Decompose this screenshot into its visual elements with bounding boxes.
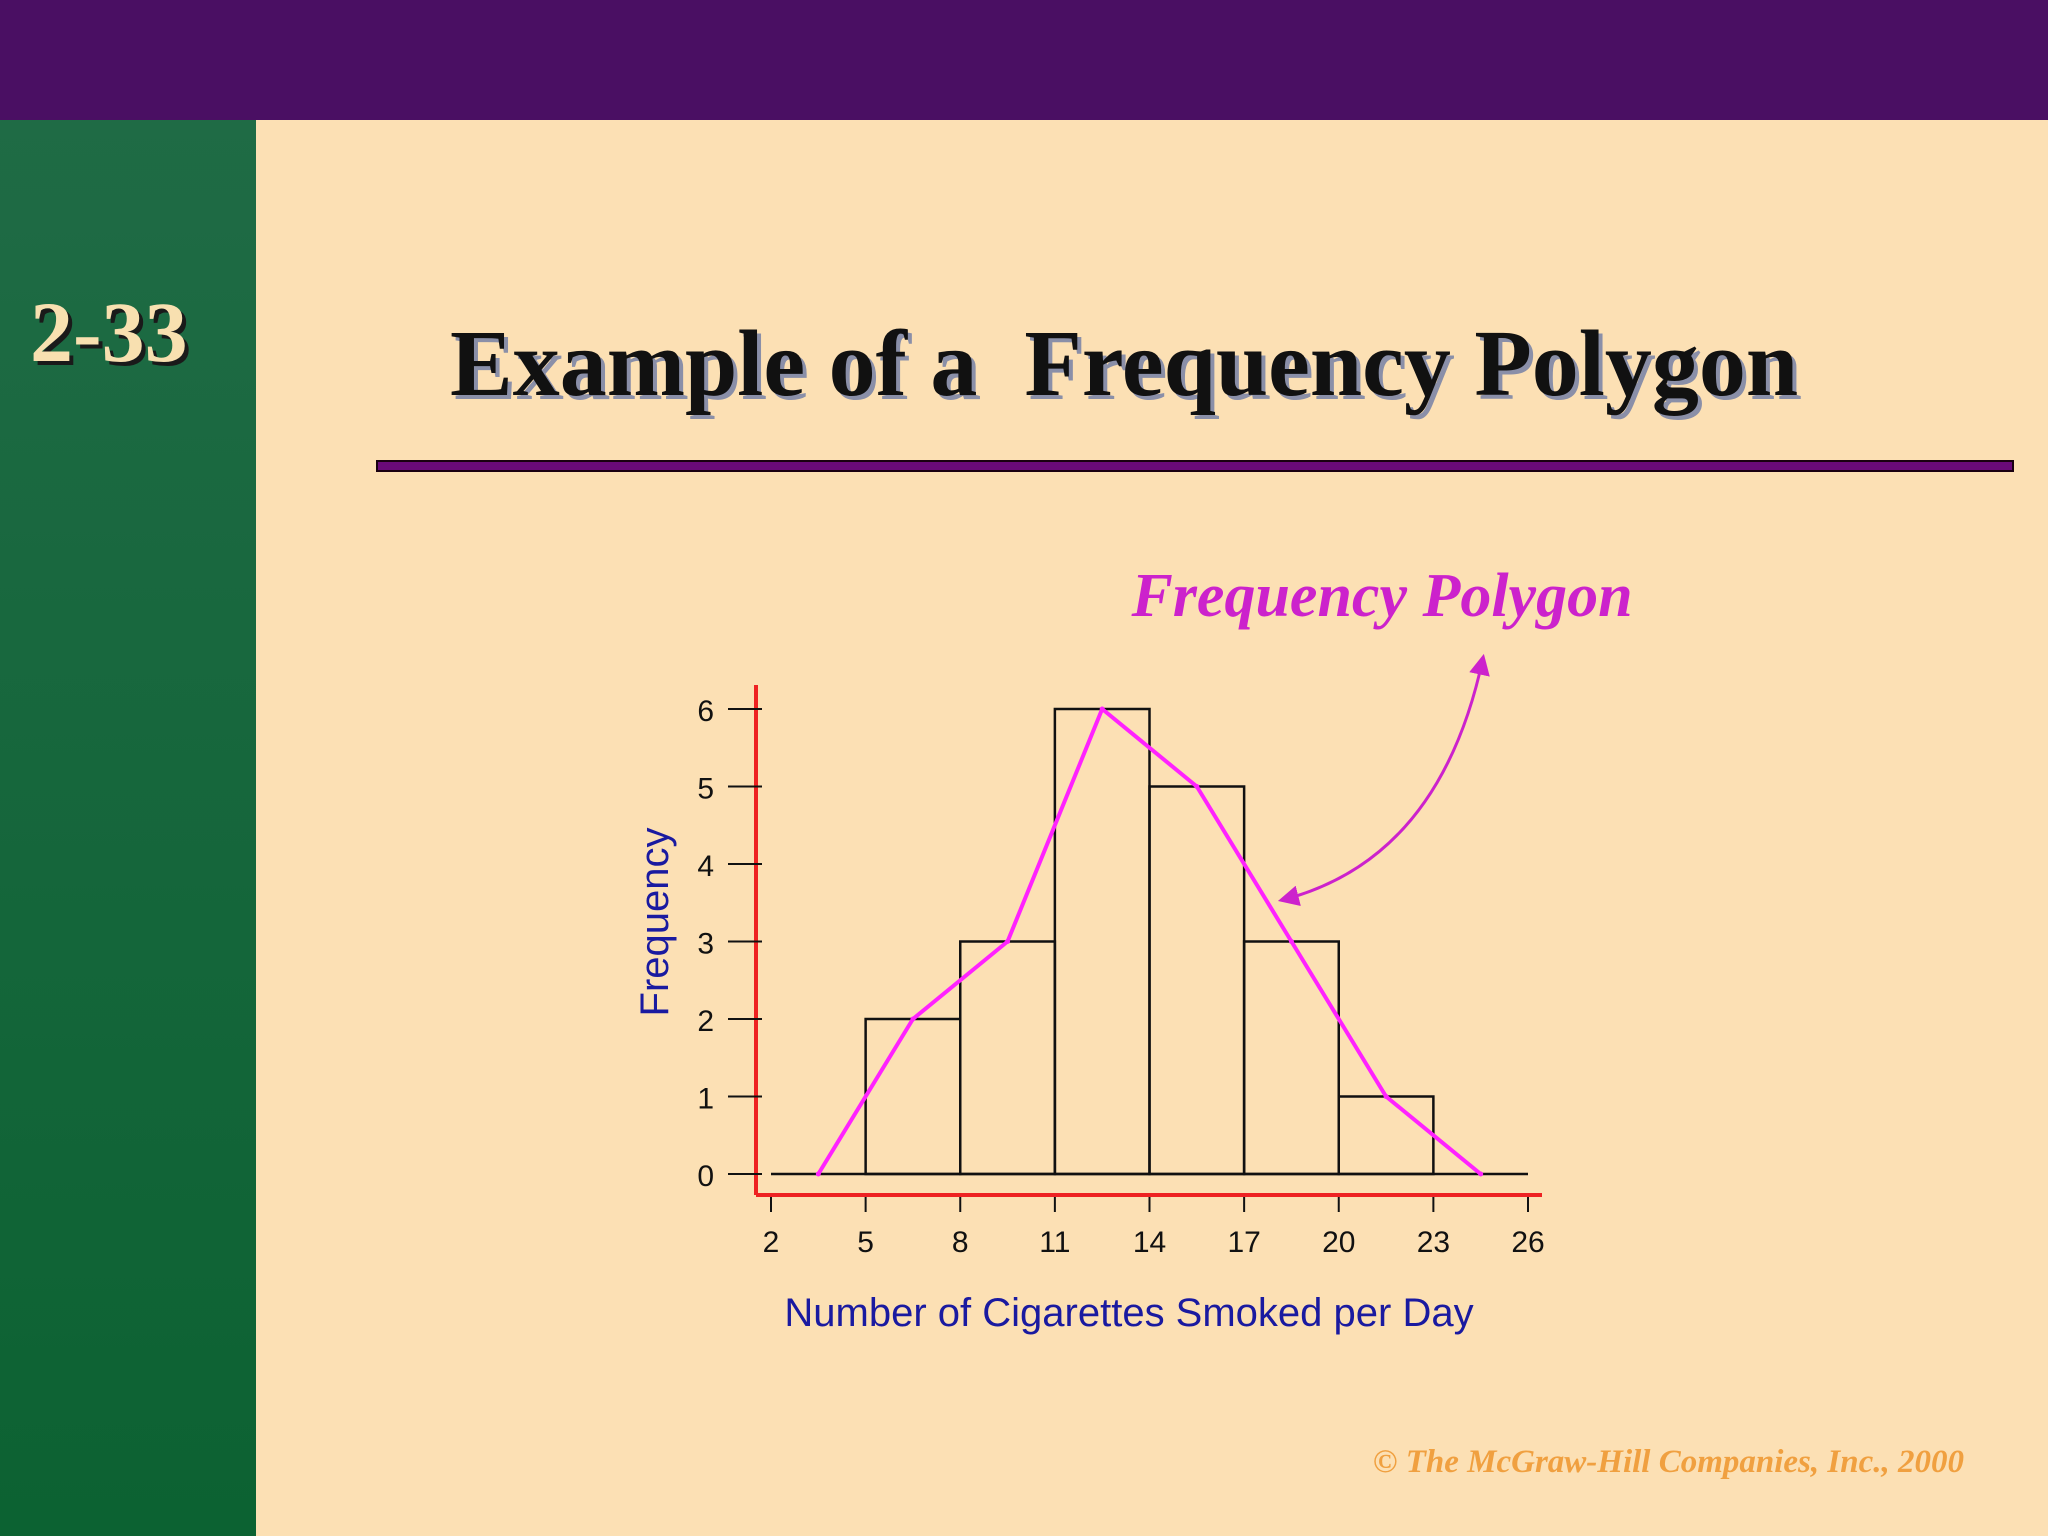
slide-number: 2-33 [30, 284, 188, 380]
title-rule [376, 460, 2014, 472]
x-tick-label-2: 2 [763, 1226, 780, 1259]
slide-title: Example of a Frequency Polygon [450, 312, 1799, 416]
x-tick-label-8: 8 [952, 1226, 969, 1259]
copyright-notice: © The McGraw-Hill Companies, Inc., 2000 [1372, 1444, 1964, 1480]
histogram-bar-6 [1242, 940, 1340, 1176]
x-tick-label-17: 17 [1227, 1226, 1260, 1259]
y-tick-label-2: 2 [697, 1005, 714, 1038]
histogram-bar-4 [1053, 707, 1151, 1176]
polygon-point-4 [1099, 706, 1105, 712]
polygon-point-8 [1478, 1171, 1484, 1177]
annotation-arrow [1277, 653, 1490, 907]
x-tick-label-14: 14 [1133, 1226, 1166, 1259]
histogram-bar-3 [959, 940, 1057, 1176]
polygon-point-3 [1005, 939, 1011, 944]
polygon-point-2 [910, 1016, 916, 1022]
x-tick-label-26: 26 [1511, 1226, 1544, 1259]
frequency-polygon-line [816, 707, 1482, 1176]
x-tick-label-20: 20 [1322, 1226, 1355, 1259]
histogram-bar-7 [1337, 1095, 1435, 1176]
histogram-bar-2 [864, 1017, 962, 1176]
y-tick-label-1: 1 [697, 1083, 714, 1116]
y-tick-label-0: 0 [697, 1160, 714, 1193]
y-axis-label: Frequency [633, 828, 677, 1017]
side-band [0, 120, 256, 1536]
polygon-point-6 [1288, 939, 1294, 944]
x-tick-label-23: 23 [1417, 1226, 1450, 1259]
x-axis-label: Number of Cigarettes Smoked per Day [784, 1291, 1473, 1335]
y-tick-label-5: 5 [697, 773, 714, 806]
y-tick-label-6: 6 [697, 695, 714, 728]
polygon-point-7 [1383, 1094, 1389, 1099]
polygon-point-5 [1194, 784, 1200, 789]
y-tick-label-3: 3 [697, 928, 714, 961]
histogram-bar-5 [1148, 785, 1246, 1176]
polygon-point-1 [815, 1171, 821, 1177]
annotation-label: Frequency Polygon [1130, 562, 1632, 630]
top-band [0, 0, 2048, 120]
x-tick-label-5: 5 [857, 1226, 874, 1259]
y-tick-label-4: 4 [697, 850, 714, 883]
x-tick-label-11: 11 [1039, 1226, 1070, 1259]
